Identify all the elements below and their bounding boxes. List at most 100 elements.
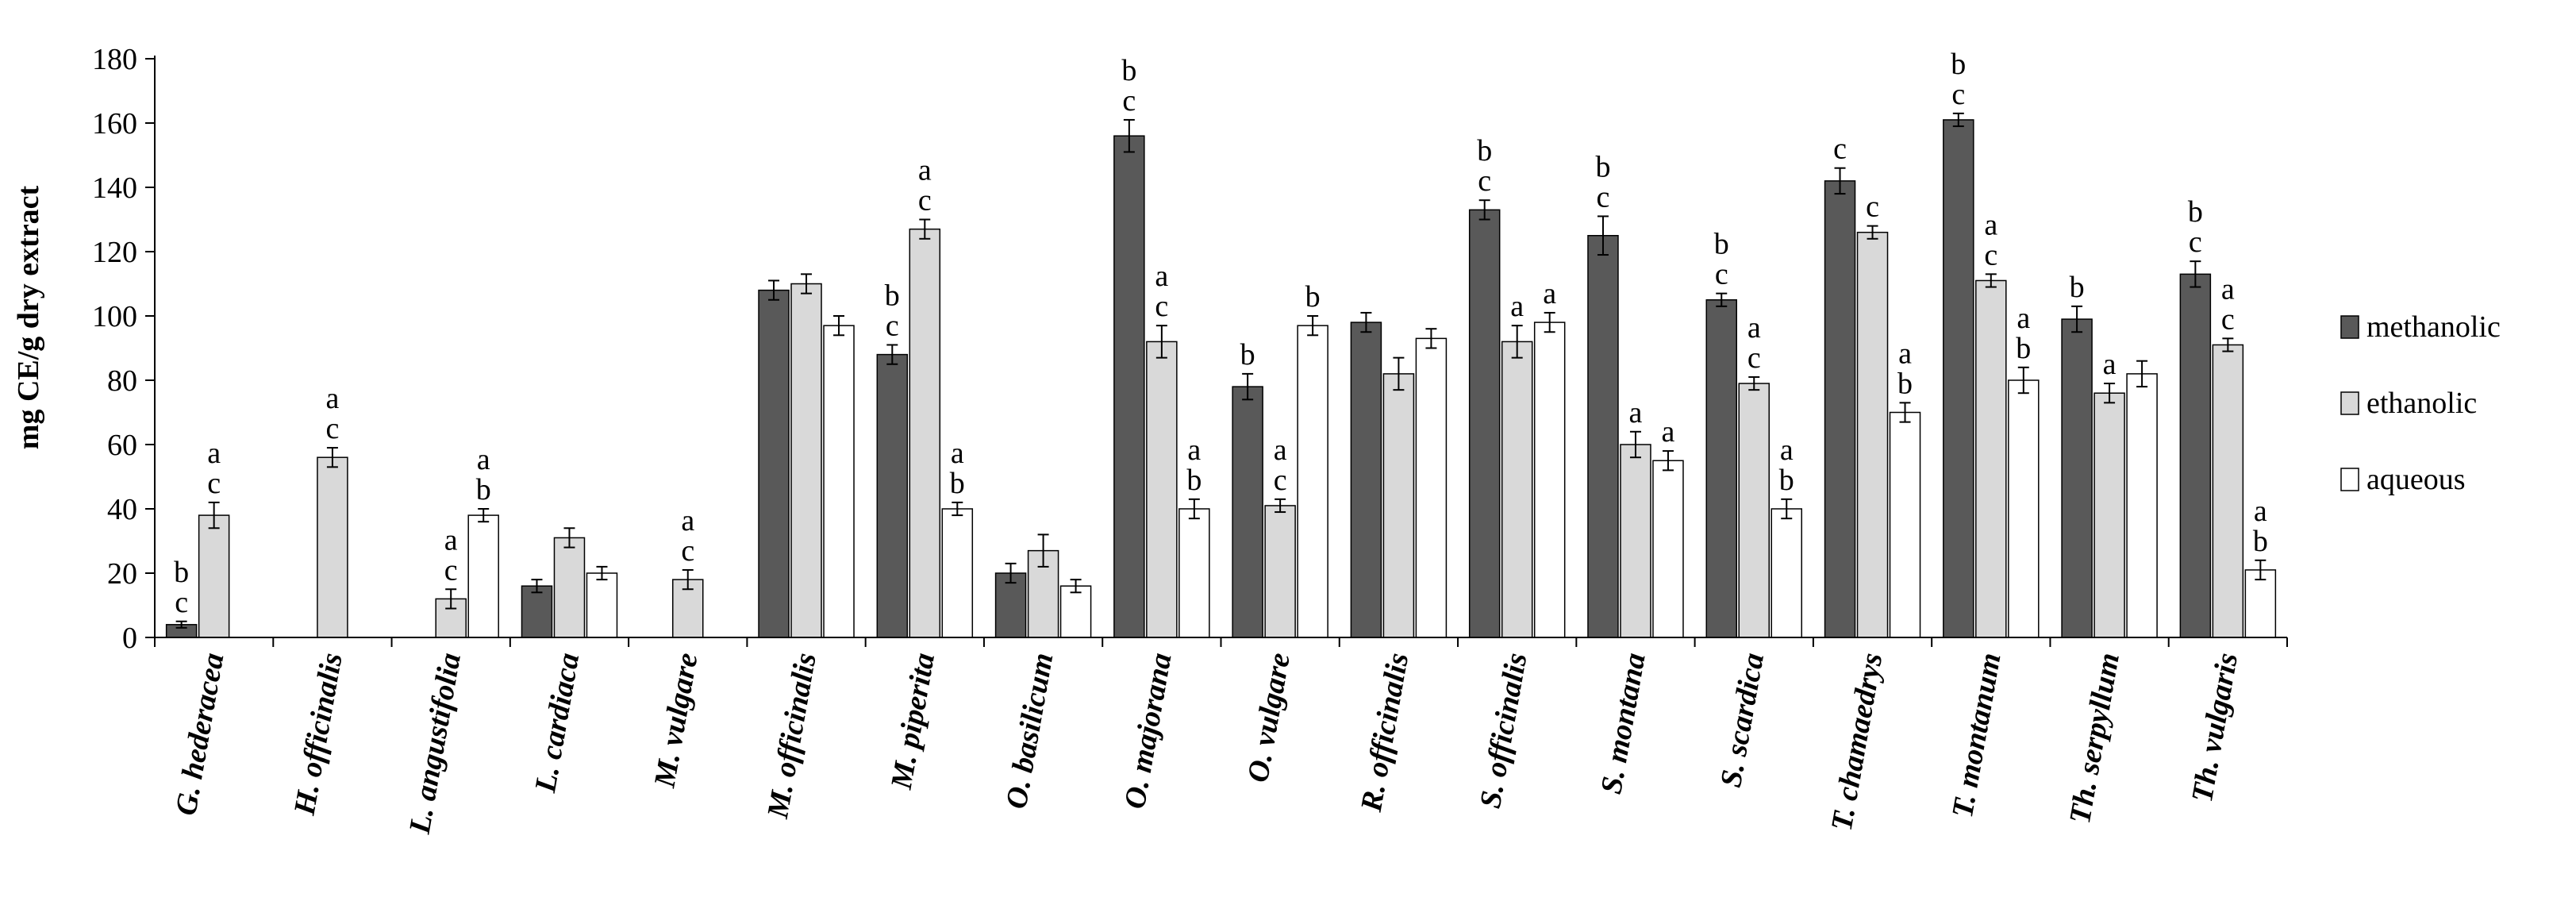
bar-aqueous <box>1652 460 1684 638</box>
y-tick-label: 140 <box>92 171 137 205</box>
y-tick-label: 100 <box>92 300 137 333</box>
bar-ethanolic <box>909 228 941 638</box>
significance-letter: a <box>2254 495 2267 528</box>
significance-letter: a <box>951 437 964 470</box>
bar-aqueous <box>2126 373 2158 638</box>
bar-methanolic <box>1824 180 1856 638</box>
significance-letter: b <box>2253 525 2268 558</box>
category-label: S. officinalis <box>1474 650 1534 811</box>
significance-letter: c <box>681 534 694 568</box>
significance-letter: b <box>1779 464 1794 497</box>
significance-letter: a <box>1510 290 1524 323</box>
significance-letter: a <box>477 443 490 476</box>
significance-letter: b <box>2070 271 2085 304</box>
significance-letter: b <box>1186 464 1201 497</box>
significance-letter: c <box>1478 164 1491 198</box>
significance-letter: a <box>207 437 221 470</box>
significance-letter: a <box>1662 415 1675 449</box>
significance-letter: c <box>1274 464 1287 497</box>
bar-methanolic <box>876 353 909 638</box>
significance-letter: b <box>1714 228 1729 261</box>
bar-ethanolic <box>1146 341 1178 638</box>
significance-letter: a <box>325 382 339 415</box>
category-label: R. officinalis <box>1355 650 1416 814</box>
significance-letter: c <box>444 553 458 587</box>
category-label: L. angustifolia <box>403 650 468 837</box>
significance-letter: a <box>2017 302 2030 335</box>
category-label: O. vulgare <box>1241 650 1297 785</box>
significance-letter: b <box>1240 338 1255 372</box>
bar-methanolic <box>1350 322 1382 638</box>
bar-ethanolic <box>1501 341 1533 638</box>
bar-ethanolic <box>553 537 586 638</box>
category-label: M. vulgare <box>648 650 704 791</box>
significance-letter: c <box>1597 180 1610 214</box>
significance-letter: c <box>175 586 188 619</box>
significance-letter: a <box>1898 337 1912 370</box>
bar-aqueous <box>1889 411 1921 638</box>
y-tick-label: 40 <box>107 493 137 526</box>
significance-letter: c <box>2189 225 2202 259</box>
significance-letter: a <box>1187 433 1201 467</box>
significance-letter: a <box>2221 272 2235 306</box>
bar-methanolic <box>521 585 553 638</box>
significance-letter: c <box>1866 191 1879 224</box>
significance-letter: c <box>1122 84 1136 117</box>
category-label: S. montana <box>1594 650 1652 796</box>
bar-aqueous <box>1178 508 1210 638</box>
bar-ethanolic <box>1738 383 1770 638</box>
significance-letter: a <box>444 523 458 556</box>
category-label: O. majorana <box>1118 650 1178 811</box>
significance-letter: c <box>1984 238 1997 271</box>
bar-aqueous <box>586 572 618 638</box>
significance-letter: b <box>1951 48 1966 81</box>
significance-letter: c <box>325 412 339 445</box>
category-label: O. basilicum <box>1000 650 1060 811</box>
legend-swatch-aqueous <box>2340 468 2359 491</box>
bar-methanolic <box>2061 318 2093 638</box>
bar-ethanolic <box>198 514 230 638</box>
y-axis-title: mg CE/g dry extract <box>12 185 45 449</box>
significance-letter: c <box>886 309 899 342</box>
category-label: Th. vulgaris <box>2186 650 2244 804</box>
bar-methanolic <box>1232 386 1263 638</box>
significance-letter: b <box>1477 134 1492 167</box>
significance-letter: a <box>1747 311 1761 345</box>
bar-ethanolic <box>1382 373 1415 638</box>
significance-letter: a <box>1274 433 1287 467</box>
significance-letter: a <box>1629 396 1643 429</box>
category-label: M. officinalis <box>761 650 823 822</box>
bar-aqueous <box>1771 508 1802 638</box>
significance-letter: c <box>1951 78 1965 111</box>
bar-aqueous <box>941 508 974 638</box>
significance-letter: b <box>2016 332 2031 365</box>
significance-letter: a <box>1984 208 1997 241</box>
category-label: H. officinalis <box>287 650 348 818</box>
category-label: Th. serpyllum <box>2063 650 2126 826</box>
bar-aqueous <box>1297 325 1328 638</box>
significance-letter: a <box>918 154 932 187</box>
bar-ethanolic <box>1620 444 1651 638</box>
category-label: M. piperita <box>885 650 942 792</box>
legend-label: ethanolic <box>2366 387 2477 420</box>
significance-letter: b <box>1595 150 1610 183</box>
bar-aqueous <box>823 325 855 638</box>
bar-aqueous <box>467 514 499 638</box>
significance-letter: c <box>1155 290 1168 323</box>
bar-methanolic <box>1587 235 1619 638</box>
y-tick-label: 160 <box>92 107 137 141</box>
significance-letter: a <box>1543 277 1556 310</box>
significance-letter: a <box>1155 260 1168 293</box>
significance-letter: b <box>174 556 189 589</box>
significance-letter: a <box>2103 348 2117 381</box>
bar-ethanolic <box>2212 344 2244 638</box>
significance-letter: c <box>2221 302 2235 336</box>
y-tick-label: 120 <box>92 236 137 269</box>
significance-letter: b <box>1305 280 1321 314</box>
y-tick-label: 0 <box>122 622 137 655</box>
bar-ethanolic <box>1975 279 2007 638</box>
significance-letter: a <box>1780 433 1794 467</box>
category-label: T. montanum <box>1946 650 2008 820</box>
